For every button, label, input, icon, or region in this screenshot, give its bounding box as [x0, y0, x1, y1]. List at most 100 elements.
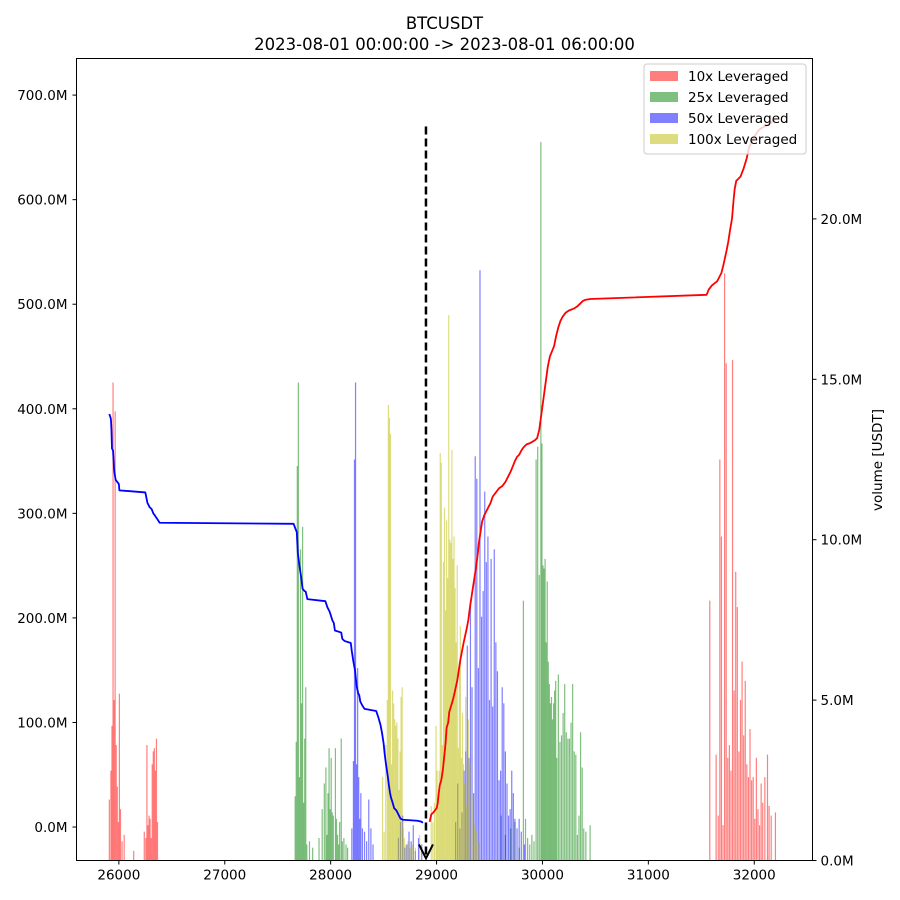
series-4-bars — [381, 315, 480, 861]
bar-s4-11 — [395, 725, 397, 861]
bar-s2-59 — [550, 696, 553, 861]
bar-s4-3 — [386, 700, 388, 861]
bar-s4-42 — [449, 539, 451, 861]
bar-s2-78 — [578, 815, 580, 861]
arrow-head — [418, 843, 434, 861]
bar-s2-43 — [529, 844, 531, 861]
bar-s4-12 — [396, 722, 398, 861]
bar-s1-51 — [752, 777, 754, 861]
bar-s4-55 — [462, 764, 465, 861]
bar-s1-13 — [133, 850, 135, 861]
x-tick-label: 27000 — [203, 868, 246, 884]
bar-s3-13 — [370, 828, 372, 861]
bar-s2-20 — [328, 748, 330, 861]
bar-s2-6 — [300, 703, 303, 861]
bar-s2-51 — [542, 565, 544, 861]
bar-s2-34 — [347, 847, 349, 861]
bar-s1-0 — [108, 799, 110, 861]
bar-s1-15 — [145, 838, 147, 861]
bar-s2-60 — [551, 719, 554, 861]
bar-s4-10 — [394, 719, 396, 861]
bar-s3-9 — [361, 828, 364, 861]
bar-s2-55 — [546, 581, 548, 861]
bar-s2-18 — [326, 834, 328, 861]
bar-s4-9 — [393, 703, 395, 861]
bar-s4-15 — [399, 751, 401, 861]
bar-s1-39 — [733, 690, 735, 861]
y-left-tick-label: 500.0M — [17, 297, 67, 313]
bar-s1-20 — [150, 838, 152, 861]
bar-s2-14 — [318, 838, 320, 861]
bar-s1-17 — [147, 825, 149, 861]
bar-s3-5 — [357, 668, 359, 861]
y-axis-left: 0.0M 100.0M 200.0M 300.0M 400.0M 500.0M 600.0M… — [17, 88, 77, 836]
bar-s2-15 — [321, 809, 323, 861]
bar-s3-8 — [360, 793, 362, 861]
bar-s2-27 — [336, 834, 339, 861]
bar-s3-50 — [495, 642, 497, 861]
bar-s2-66 — [559, 741, 561, 861]
bar-s2-62 — [554, 690, 556, 861]
bar-s2-67 — [560, 735, 563, 861]
bar-s1-4 — [113, 700, 115, 861]
bar-s2-48 — [538, 574, 540, 861]
y-right-tick-label: 5.0M — [821, 693, 854, 709]
bar-s4-14 — [398, 789, 400, 861]
bar-s4-59 — [467, 719, 469, 861]
bar-s1-31 — [720, 536, 723, 861]
bar-s2-25 — [334, 748, 337, 861]
bar-s4-16 — [400, 696, 402, 861]
bar-s2-49 — [540, 141, 542, 861]
bar-s2-26 — [335, 818, 338, 861]
bar-s4-4 — [387, 404, 389, 861]
x-tick-label: 28000 — [309, 868, 352, 884]
bar-s3-60 — [511, 770, 513, 861]
x-tick-label: 32000 — [733, 868, 776, 884]
legend-label-2: 25x Leveraged — [688, 90, 789, 106]
x-tick-label: 26000 — [97, 868, 140, 884]
bar-s1-14 — [143, 831, 145, 861]
bar-s4-8 — [392, 690, 394, 861]
bar-s1-43 — [739, 700, 742, 861]
bar-s3-24 — [417, 838, 420, 861]
x-axis: 26000 27000 28000 29000 30000 31000 32000 — [97, 860, 776, 884]
y-left-tick-label: 0.0M — [34, 820, 67, 836]
bar-s2-28 — [338, 844, 340, 861]
bar-s2-53 — [544, 558, 546, 861]
bar-s3-12 — [368, 799, 370, 861]
bar-s1-8 — [117, 822, 119, 861]
bar-s3-53 — [500, 770, 502, 861]
bar-s4-22 — [409, 847, 411, 861]
bar-s4-62 — [474, 825, 476, 861]
y-right-tick-label: 0.0M — [821, 854, 854, 870]
bar-s2-19 — [327, 793, 329, 861]
bar-s3-36 — [473, 793, 475, 861]
bar-s1-34 — [725, 363, 727, 861]
bar-s1-6 — [115, 745, 117, 861]
y-left-tick-label: 700.0M — [17, 88, 67, 104]
bar-s2-30 — [340, 738, 342, 861]
bar-s2-22 — [330, 757, 332, 861]
bar-s1-2 — [111, 725, 113, 861]
y-left-tick-label: 100.0M — [17, 715, 67, 731]
bar-s4-61 — [471, 796, 473, 861]
bar-s4-53 — [460, 757, 463, 861]
bar-s1-40 — [735, 571, 737, 861]
bar-s2-0 — [294, 796, 296, 861]
bar-s1-1 — [110, 770, 112, 861]
bar-s4-30 — [436, 770, 438, 861]
bar-s4-18 — [402, 828, 404, 861]
bar-s2-2 — [296, 465, 298, 861]
bar-s4-0 — [381, 777, 384, 861]
bar-s3-3 — [354, 382, 357, 861]
bar-s2-11 — [306, 844, 308, 861]
bar-s2-69 — [564, 684, 566, 861]
bar-s1-55 — [758, 825, 761, 861]
bar-s1-37 — [730, 770, 732, 861]
bar-s1-35 — [727, 757, 729, 861]
bar-s2-23 — [331, 812, 333, 861]
bar-s3-43 — [484, 491, 486, 861]
bar-s4-20 — [405, 844, 407, 861]
bar-s3-41 — [480, 616, 483, 861]
bar-s2-50 — [541, 443, 543, 861]
